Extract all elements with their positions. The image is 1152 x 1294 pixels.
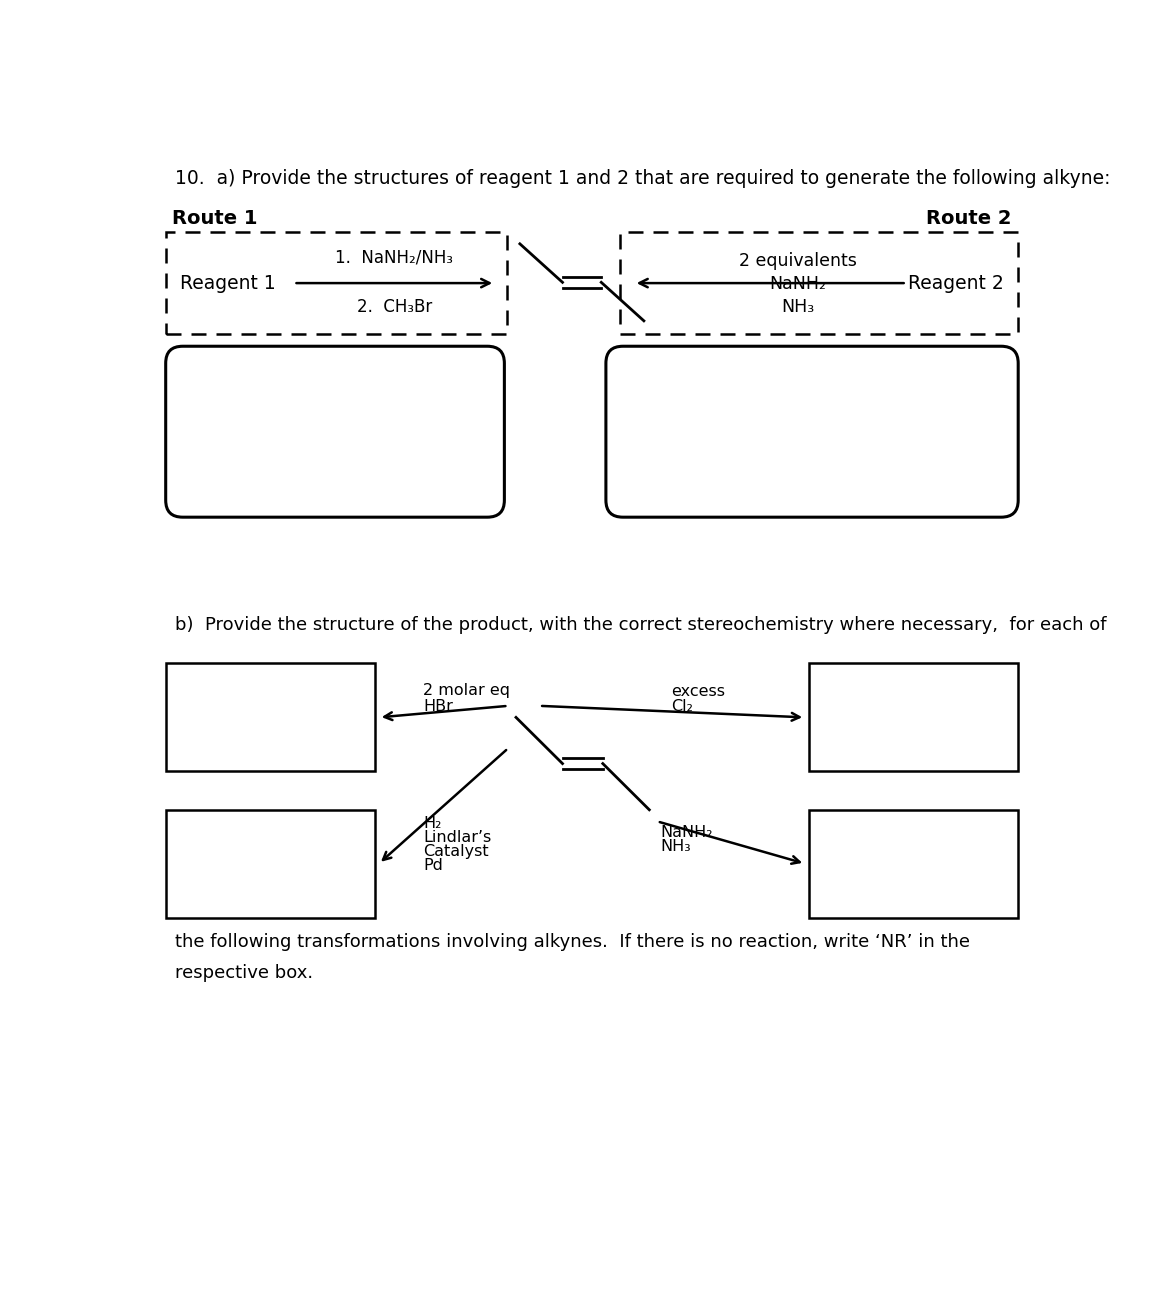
Text: Reagent 2: Reagent 2 bbox=[909, 273, 1005, 292]
Text: NH₃: NH₃ bbox=[781, 299, 814, 317]
Text: Lindlar’s: Lindlar’s bbox=[423, 829, 491, 845]
Text: the following transformations involving alkynes.  If there is no reaction, write: the following transformations involving … bbox=[175, 933, 970, 951]
Text: NaNH₂: NaNH₂ bbox=[660, 826, 713, 840]
Text: Route 2: Route 2 bbox=[926, 210, 1011, 229]
Text: respective box.: respective box. bbox=[175, 964, 313, 982]
Text: Catalyst: Catalyst bbox=[423, 844, 488, 859]
Text: 2 molar eq: 2 molar eq bbox=[423, 683, 510, 699]
Text: NaNH₂: NaNH₂ bbox=[770, 276, 826, 294]
Text: Reagent 1: Reagent 1 bbox=[180, 273, 275, 292]
Text: Cl₂: Cl₂ bbox=[670, 699, 692, 714]
Text: 10.  a) Provide the structures of reagent 1 and 2 that are required to generate : 10. a) Provide the structures of reagent… bbox=[175, 170, 1111, 188]
Text: excess: excess bbox=[670, 683, 725, 699]
Text: 2 equivalents: 2 equivalents bbox=[740, 252, 857, 270]
Text: 2.  CH₃Br: 2. CH₃Br bbox=[357, 299, 432, 317]
Text: Route 1: Route 1 bbox=[172, 210, 257, 229]
Text: H₂: H₂ bbox=[423, 817, 441, 831]
Text: HBr: HBr bbox=[423, 699, 453, 714]
Text: NH₃: NH₃ bbox=[660, 839, 691, 854]
Text: 1.  NaNH₂/NH₃: 1. NaNH₂/NH₃ bbox=[335, 248, 454, 267]
Text: b)  Provide the structure of the product, with the correct stereochemistry where: b) Provide the structure of the product,… bbox=[175, 616, 1107, 634]
Text: Pd: Pd bbox=[423, 858, 442, 872]
